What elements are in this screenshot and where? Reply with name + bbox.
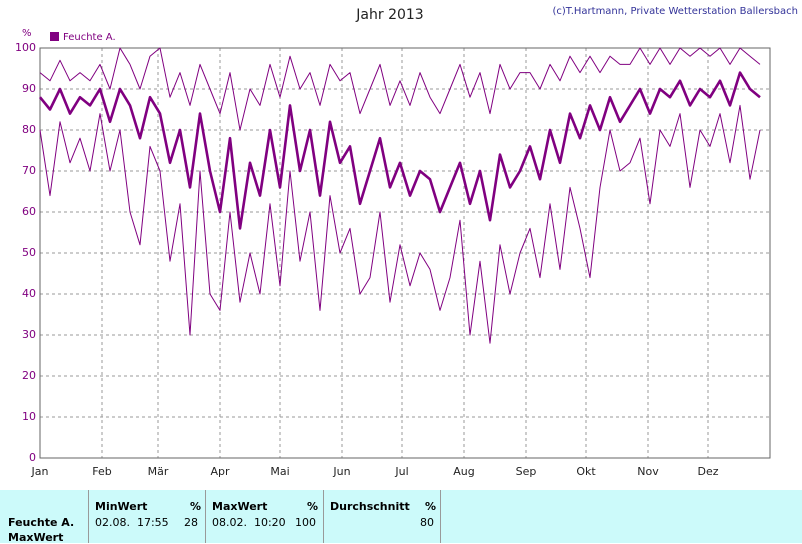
divider <box>205 490 206 543</box>
chart: Jahr 2013 (c)T.Hartmann, Private Wetters… <box>15 6 798 478</box>
x-tick-label: Feb <box>92 465 111 478</box>
row-label: Feuchte A. <box>8 516 75 529</box>
x-tick-label: Mai <box>270 465 289 478</box>
y-tick-label: 10 <box>22 410 36 423</box>
data-line <box>38 71 761 230</box>
y-tick-label: 50 <box>22 246 36 259</box>
y-tick-label: 0 <box>29 451 36 464</box>
header: MinWert <box>95 500 148 513</box>
divider <box>323 490 324 543</box>
x-tick-label: Okt <box>576 465 596 478</box>
y-tick-label: 90 <box>22 82 36 95</box>
y-tick-label: 40 <box>22 287 36 300</box>
header: % <box>425 500 437 513</box>
cell: 100 <box>295 516 316 529</box>
x-tick-label: Nov <box>637 465 659 478</box>
header: % <box>190 500 202 513</box>
y-tick-label: 70 <box>22 164 36 177</box>
x-tick-label: Jun <box>332 465 350 478</box>
data-line <box>39 104 761 344</box>
x-tick-label: Aug <box>453 465 474 478</box>
x-tick-label: Jan <box>31 465 49 478</box>
header: % <box>307 500 319 513</box>
header: MaxWert <box>212 500 268 513</box>
cell: 08.02. 10:20 <box>212 516 286 529</box>
cell: 28 <box>184 516 198 529</box>
header: Durchschnitt <box>330 500 410 513</box>
row-label: MaxWert <box>8 531 64 544</box>
plot-frame <box>39 47 771 459</box>
legend-label: Feuchte A. <box>63 32 116 43</box>
x-tick-label: Apr <box>210 465 230 478</box>
divider <box>88 490 89 543</box>
y-tick-label: 80 <box>22 123 36 136</box>
y-axis-label: % <box>22 28 32 39</box>
divider <box>440 490 441 543</box>
credit: (c)T.Hartmann, Private Wetterstation Bal… <box>552 6 798 17</box>
cell: 80 <box>420 516 434 529</box>
x-tick-label: Jul <box>394 465 408 478</box>
x-tick-label: Sep <box>516 465 537 478</box>
legend-swatch <box>50 32 59 41</box>
data-line <box>39 47 761 131</box>
chart-title: Jahr 2013 <box>355 7 423 23</box>
stats-table: MinWert % MaxWert % Durchschnitt % Feuch… <box>0 490 802 544</box>
cell: 02.08. 17:55 <box>95 516 169 529</box>
x-tick-label: Mär <box>148 465 169 478</box>
y-tick-label: 100 <box>15 41 36 54</box>
y-tick-label: 60 <box>22 205 36 218</box>
y-tick-label: 30 <box>22 328 36 341</box>
x-tick-label: Dez <box>697 465 718 478</box>
y-tick-label: 20 <box>22 369 36 382</box>
